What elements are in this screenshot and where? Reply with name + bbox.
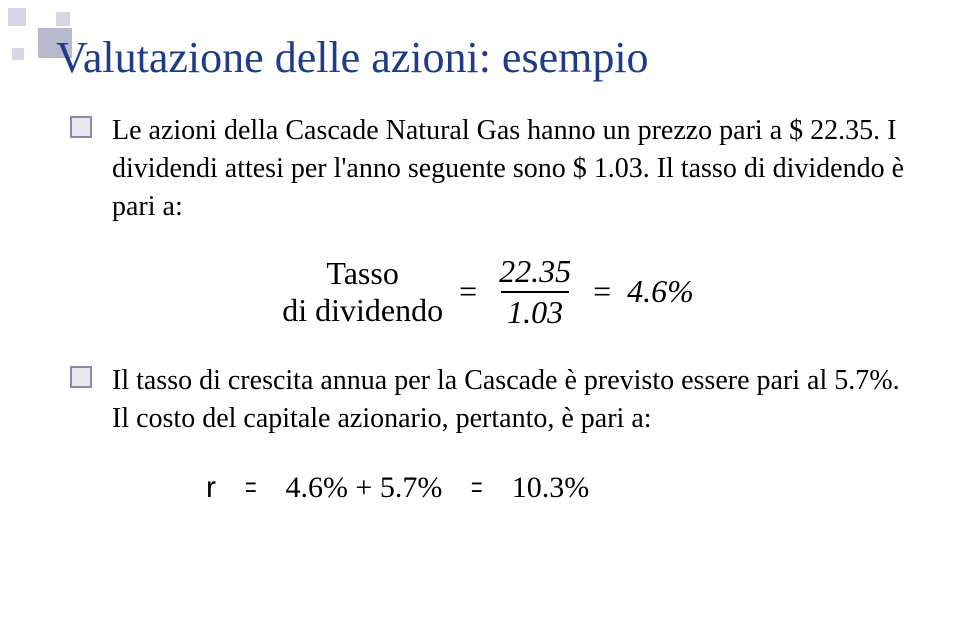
formula-label-bottom: di dividendo — [282, 292, 443, 329]
formula-result: 4.6% — [627, 273, 694, 310]
equals-sign: = — [245, 466, 257, 510]
bullet-text: Il tasso di crescita annua per la Cascad… — [112, 362, 920, 438]
cost-of-equity-formula: r = 4.6% + 5.7% = 10.3% — [56, 466, 920, 510]
bullet-square-icon — [70, 116, 92, 138]
bullet-square-icon — [70, 366, 92, 388]
dividend-yield-formula: Tasso di dividendo = 22.35 1.03 = 4.6% — [56, 254, 920, 330]
formula-label: Tasso di dividendo — [282, 255, 443, 329]
bullet-item: Il tasso di crescita annua per la Cascad… — [56, 362, 920, 438]
equals-sign: = — [593, 273, 611, 310]
formula-label-top: Tasso — [326, 255, 398, 292]
formula-result: 10.3% — [512, 471, 590, 505]
equals-sign: = — [471, 466, 483, 510]
fraction-denominator: 1.03 — [501, 291, 569, 330]
slide-content: Valutazione delle azioni: esempio Le azi… — [56, 34, 920, 597]
variable-r: r — [206, 471, 216, 505]
bullet-text: Le azioni della Cascade Natural Gas hann… — [112, 112, 920, 225]
fraction: 22.35 1.03 — [493, 254, 577, 330]
formula-expression: 4.6% + 5.7% — [285, 471, 442, 505]
equals-sign: = — [459, 273, 477, 310]
bullet-item: Le azioni della Cascade Natural Gas hann… — [56, 112, 920, 225]
slide-title: Valutazione delle azioni: esempio — [56, 34, 920, 82]
fraction-numerator: 22.35 — [493, 254, 577, 291]
